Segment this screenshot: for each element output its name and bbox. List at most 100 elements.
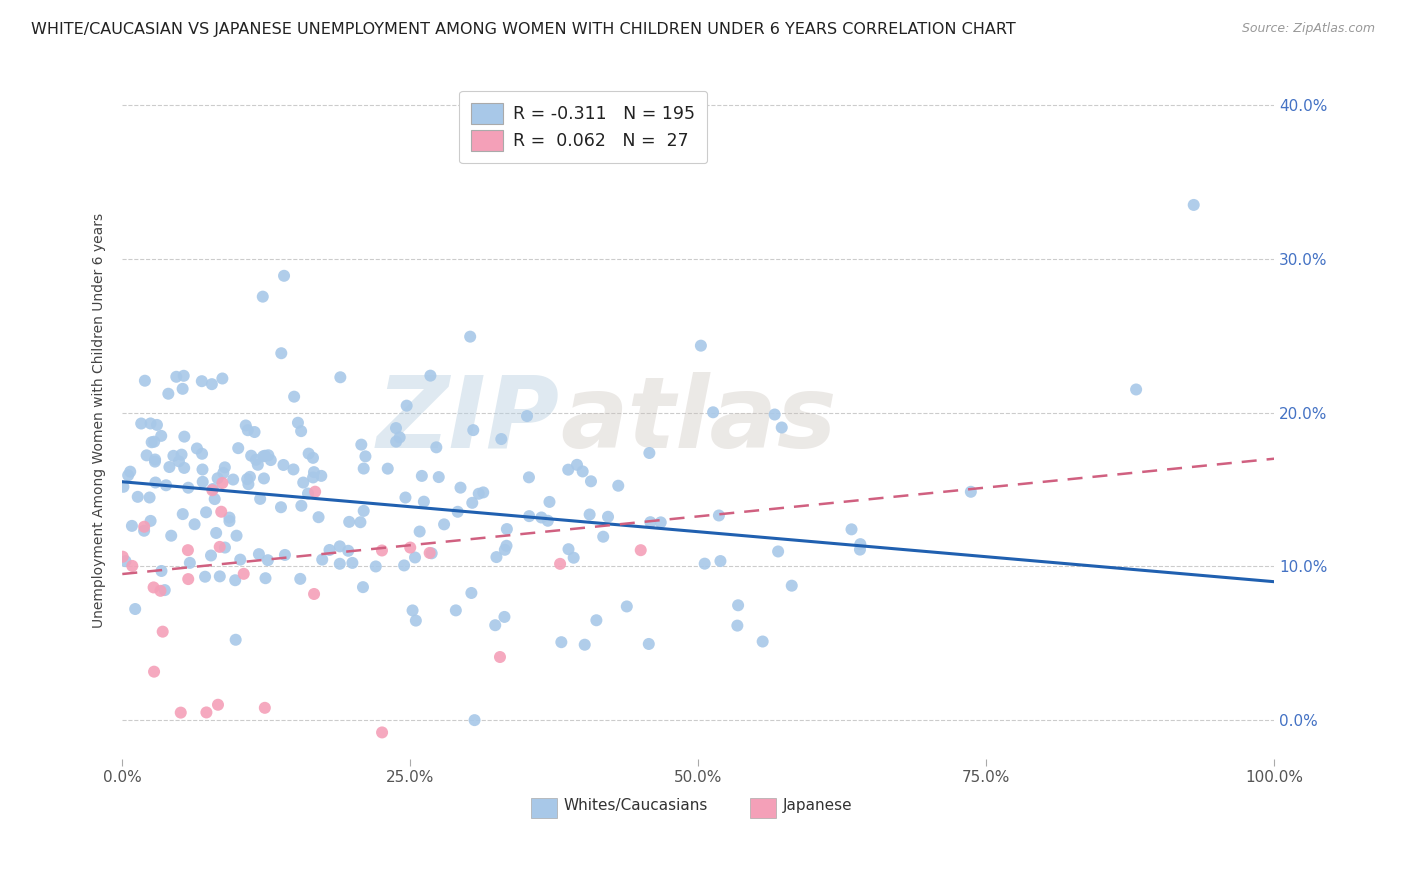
Point [150, 564, 173, 578]
Point [702, 405, 724, 419]
Point [557, 463, 579, 477]
Point [311, 468, 333, 483]
Legend: R = -0.311   N = 195, R =  0.062   N =  27: R = -0.311 N = 195, R = 0.062 N = 27 [460, 91, 707, 163]
Point [134, 520, 156, 534]
Point [165, 369, 187, 384]
Point [630, 543, 652, 558]
Point [236, 472, 259, 486]
Point [191, 462, 214, 476]
Point [186, 442, 208, 456]
Point [247, 547, 270, 561]
Point [124, 602, 146, 616]
Point [274, 548, 297, 562]
Point [253, 471, 276, 485]
Point [302, 465, 325, 479]
Point [173, 430, 195, 444]
Point [489, 650, 512, 665]
Point [204, 492, 226, 507]
Point [302, 450, 325, 465]
Point [173, 368, 195, 383]
Point [121, 558, 143, 573]
Point [458, 329, 481, 343]
Point [329, 539, 352, 553]
Point [132, 524, 155, 538]
Point [585, 613, 607, 627]
Point [134, 374, 156, 388]
Point [353, 461, 375, 475]
Point [727, 599, 749, 613]
Text: WHITE/CAUCASIAN VS JAPANESE UNEMPLOYMENT AMONG WOMEN WITH CHILDREN UNDER 6 YEARS: WHITE/CAUCASIAN VS JAPANESE UNEMPLOYMENT… [31, 22, 1015, 37]
Point [157, 460, 180, 475]
Point [841, 522, 863, 536]
Point [484, 618, 506, 632]
Point [405, 614, 427, 628]
Point [849, 542, 872, 557]
Point [246, 458, 269, 472]
Point [447, 505, 470, 519]
Point [257, 553, 280, 567]
Point [557, 542, 579, 557]
Point [571, 465, 593, 479]
Point [127, 490, 149, 504]
Point [302, 587, 325, 601]
Point [195, 505, 218, 519]
Point [170, 448, 193, 462]
Point [494, 542, 516, 557]
Point [725, 618, 748, 632]
Point [308, 510, 330, 524]
Point [245, 452, 267, 467]
Point [444, 603, 467, 617]
Point [138, 491, 160, 505]
Point [460, 586, 482, 600]
Point [183, 517, 205, 532]
Point [337, 543, 360, 558]
Point [260, 453, 283, 467]
Point [194, 570, 217, 584]
Point [638, 446, 661, 460]
Point [472, 485, 495, 500]
Point [318, 543, 340, 558]
Point [388, 430, 411, 444]
Point [538, 495, 561, 509]
Point [290, 424, 312, 438]
Point [849, 537, 872, 551]
Point [780, 579, 803, 593]
Point [143, 665, 166, 679]
Point [283, 390, 305, 404]
Point [211, 371, 233, 385]
Point [149, 583, 172, 598]
Point [530, 510, 553, 524]
Point [399, 541, 422, 555]
Point [304, 484, 326, 499]
Point [167, 454, 190, 468]
Point [1182, 198, 1205, 212]
Text: Source: ZipAtlas.com: Source: ZipAtlas.com [1241, 22, 1375, 36]
Point [709, 554, 731, 568]
Point [240, 449, 263, 463]
Point [214, 541, 236, 555]
Point [238, 477, 260, 491]
Point [111, 549, 134, 564]
Point [214, 460, 236, 475]
Point [191, 447, 214, 461]
Point [550, 635, 572, 649]
Point [463, 423, 485, 437]
Point [693, 557, 716, 571]
Point [179, 556, 201, 570]
Point [142, 581, 165, 595]
Point [537, 514, 560, 528]
Point [292, 475, 315, 490]
Point [302, 470, 325, 484]
Point [191, 475, 214, 489]
Point [229, 552, 252, 566]
Text: ZIP: ZIP [377, 372, 560, 468]
Point [253, 701, 276, 715]
Point [385, 421, 408, 435]
Point [257, 448, 280, 462]
Point [201, 377, 224, 392]
Point [411, 469, 433, 483]
Point [517, 470, 540, 484]
Point [236, 423, 259, 437]
Point [120, 465, 142, 479]
Point [297, 486, 319, 500]
